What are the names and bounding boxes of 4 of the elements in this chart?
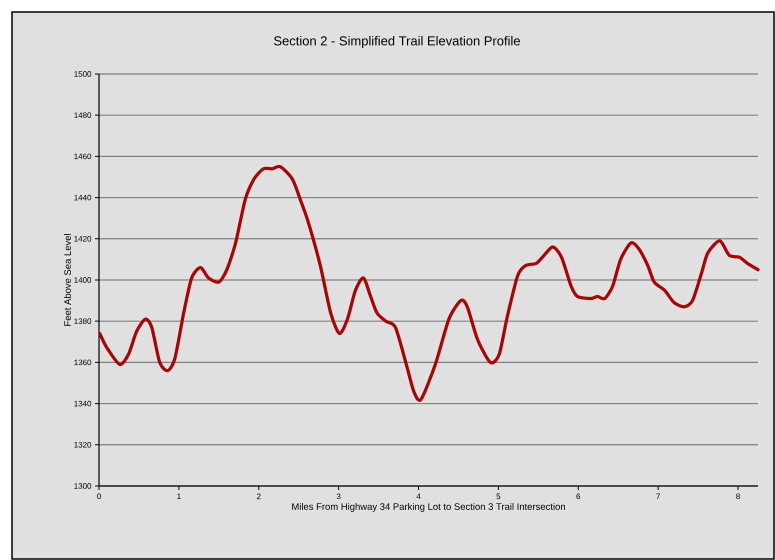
y-axis-title: Feet Above Sea Level: [64, 234, 71, 326]
chart-title: Section 2 - Simplified Trail Elevation Profile: [274, 36, 520, 48]
x-axis-title: Miles From Highway 34 Parking Lot to Section 3 Trail Intersection: [292, 502, 565, 512]
line-series: [98, 164, 760, 402]
